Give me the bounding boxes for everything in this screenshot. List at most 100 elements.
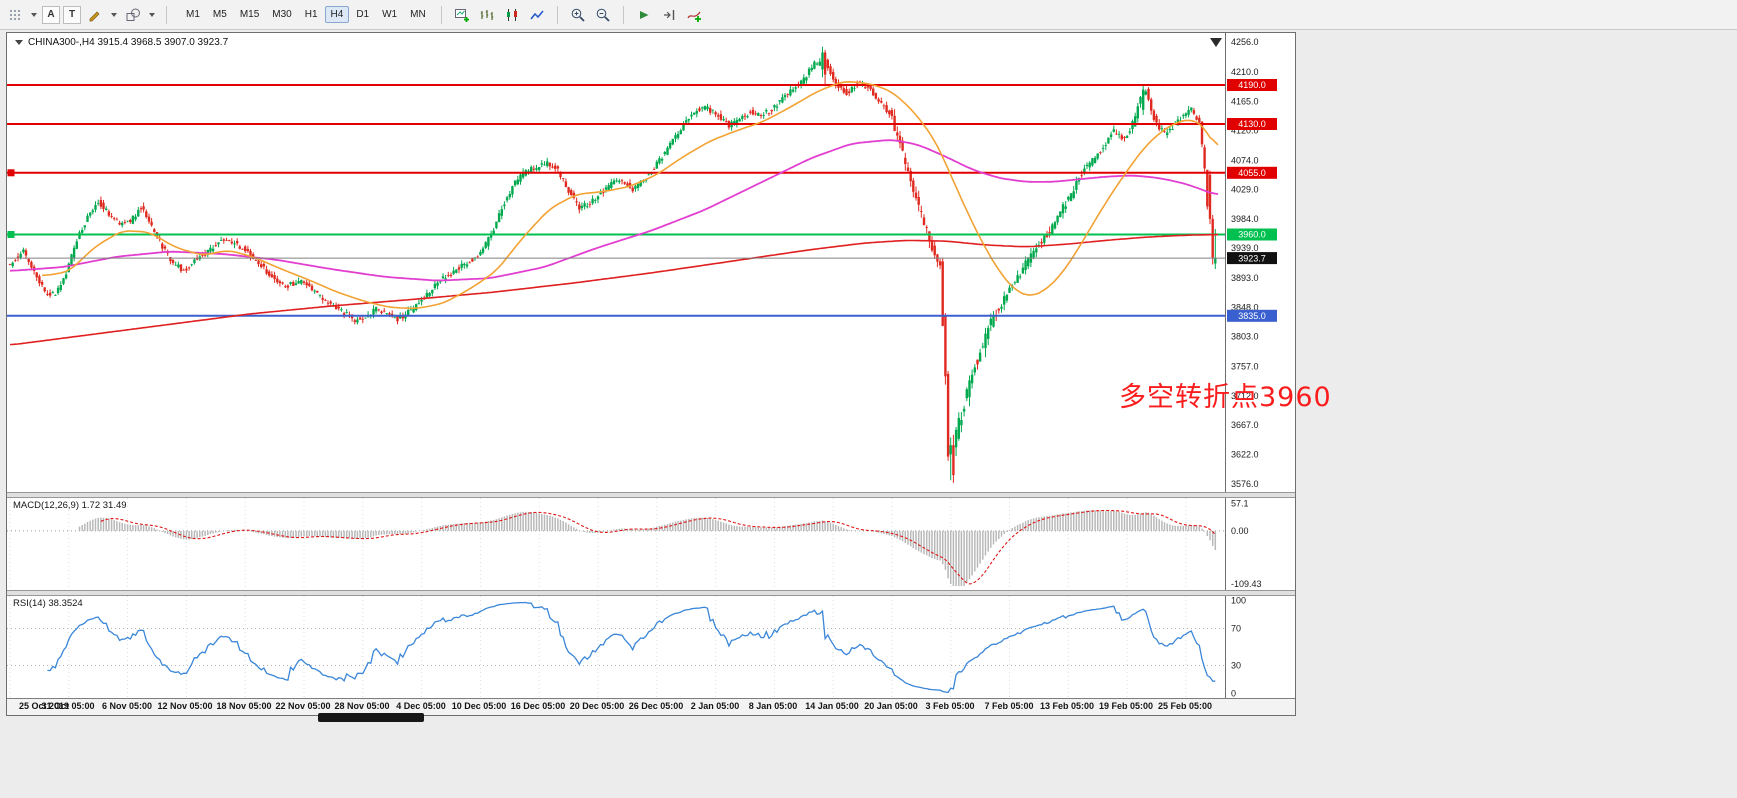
timeframe-m15-button[interactable]: M15	[239, 9, 260, 20]
workspace-background: CHINA300-,H4 3915.4 3968.5 3907.0 3923.7…	[0, 31, 1737, 798]
timeframe-group: M1 M5 M15 M30 H1 H4 D1 W1 MN	[180, 6, 432, 23]
draw-tools-icon[interactable]	[84, 4, 106, 26]
toolbar-grip-icon[interactable]	[4, 4, 26, 26]
svg-text:4190.0: 4190.0	[1238, 80, 1266, 90]
timeframe-h4-button[interactable]: H4	[324, 6, 350, 23]
price-axis-label: 3848.0	[1231, 302, 1259, 312]
time-axis-label: 20 Dec 05:00	[569, 701, 625, 711]
time-axis-label: 19 Feb 05:00	[1098, 701, 1154, 711]
macd-pane[interactable]: 57.1 0.00 -109.43	[7, 498, 1295, 590]
auto-scroll-icon[interactable]	[633, 4, 655, 26]
time-axis-label: 8 Jan 05:00	[748, 701, 798, 711]
time-axis-label: 26 Dec 05:00	[628, 701, 684, 711]
price-axis-label: 4210.0	[1231, 67, 1259, 77]
cursor-tool-button[interactable]: A	[42, 5, 60, 24]
macd-histogram	[78, 510, 1217, 587]
rsi-label: RSI(14) 38.3524	[13, 598, 83, 609]
chevron-down-icon[interactable]	[149, 12, 155, 17]
rsi-axis-label: 0	[1231, 688, 1236, 698]
macd-axis-label: 57.1	[1231, 498, 1249, 508]
toolbar-separator	[166, 5, 167, 24]
svg-text:4130.0: 4130.0	[1238, 119, 1266, 129]
svg-text:3923.7: 3923.7	[1238, 253, 1266, 263]
price-axis-label: 3622.0	[1231, 449, 1259, 459]
price-badge: 3835.0	[1227, 309, 1277, 322]
svg-text:4055.0: 4055.0	[1238, 168, 1266, 178]
time-axis-label: 28 Nov 05:00	[334, 701, 390, 711]
line-chart-icon[interactable]	[526, 4, 548, 26]
price-axis-label: 3712.0	[1231, 391, 1259, 401]
bar-chart-icon[interactable]	[476, 4, 498, 26]
chevron-down-icon[interactable]	[31, 12, 37, 17]
time-axis-label: 14 Jan 05:00	[805, 701, 859, 711]
time-axis-label: 22 Nov 05:00	[275, 701, 331, 711]
price-axis-label: 3939.0	[1231, 243, 1259, 253]
chart-shift-icon[interactable]	[658, 4, 680, 26]
chevron-down-icon[interactable]	[111, 12, 117, 17]
time-axis-label: 2 Jan 05:00	[690, 701, 740, 711]
price-badge: 4055.0	[1227, 166, 1277, 179]
indicators-icon[interactable]	[683, 4, 705, 26]
time-axis-label: 10 Dec 05:00	[451, 701, 507, 711]
price-axis-label: 3576.0	[1231, 479, 1259, 489]
rsi-axis-label: 30	[1231, 661, 1241, 671]
macd-label: MACD(12,26,9) 1.72 31.49	[13, 500, 127, 511]
rsi-pane[interactable]: 100 70 30 0	[7, 596, 1295, 698]
price-axis-label: 4165.0	[1231, 96, 1259, 106]
zoom-out-icon[interactable]	[592, 4, 614, 26]
price-axis-label: 4074.0	[1231, 155, 1259, 165]
text-tool-button[interactable]: T	[63, 5, 81, 24]
chart-title-text: CHINA300-,H4 3915.4 3968.5 3907.0 3923.7	[28, 37, 229, 48]
pane-separator[interactable]	[7, 492, 1295, 498]
price-axis-label: 4029.0	[1231, 185, 1259, 195]
price-axis-label: 4120.0	[1231, 126, 1259, 136]
timeframe-m1-button[interactable]: M1	[186, 9, 200, 20]
time-axis-label: 18 Nov 05:00	[216, 701, 272, 711]
time-axis-label: 4 Dec 05:00	[396, 701, 446, 711]
timeframe-m5-button[interactable]: M5	[212, 9, 227, 20]
time-axis-label: 20 Jan 05:00	[864, 701, 918, 711]
shapes-tool-icon[interactable]	[122, 4, 144, 26]
candle-chart-icon[interactable]	[501, 4, 523, 26]
pane-separator[interactable]	[7, 590, 1295, 596]
time-axis-label: 13 Feb 05:00	[1039, 701, 1095, 711]
timeframe-d1-button[interactable]: D1	[356, 9, 370, 20]
price-badge: 4130.0	[1227, 118, 1277, 130]
minimized-window-bar[interactable]	[318, 713, 424, 722]
price-axis-label: 3803.0	[1231, 332, 1259, 342]
chart-window[interactable]: CHINA300-,H4 3915.4 3968.5 3907.0 3923.7…	[6, 32, 1331, 716]
main-chart-pane[interactable]: 4256.0 4210.0 4165.0 4120.0 4074.0 4029.0 3984…	[7, 33, 1295, 492]
chart-end-marker-icon	[1210, 38, 1222, 47]
toolbar-separator	[622, 5, 624, 24]
rsi-axis-label: 70	[1231, 624, 1241, 634]
price-badge: 3960.0	[1227, 228, 1277, 241]
timeframe-m30-button[interactable]: M30	[272, 9, 292, 20]
symbol-dropdown-icon[interactable]	[15, 40, 23, 45]
time-axis-label: 31 Oct 05:00	[41, 701, 95, 711]
slow-ma	[9, 233, 1219, 346]
time-axis-label: 16 Dec 05:00	[510, 701, 566, 711]
svg-text:3960.0: 3960.0	[1238, 230, 1266, 240]
toolbar-right-tools	[451, 4, 705, 26]
macd-axis-label: -109.43	[1231, 579, 1262, 589]
time-axis-label: 25 Feb 05:00	[1157, 701, 1213, 711]
zoom-in-icon[interactable]	[567, 4, 589, 26]
toolbar-separator	[440, 5, 442, 24]
timeframe-h1-button[interactable]: H1	[304, 9, 318, 20]
timeframe-mn-button[interactable]: MN	[410, 9, 426, 20]
chart-annotation-text[interactable]: 多空转折点3960	[1119, 382, 1332, 413]
price-axis-label: 3757.0	[1231, 362, 1259, 372]
time-axis-label: 3 Feb 05:00	[925, 701, 975, 711]
new-chart-icon[interactable]	[451, 4, 473, 26]
price-axis-label: 3893.0	[1231, 273, 1259, 283]
rsi-axis-label: 100	[1231, 596, 1246, 606]
time-axis-label: 6 Nov 05:00	[101, 701, 153, 711]
timeframe-w1-button[interactable]: W1	[382, 9, 398, 20]
time-axis-label: 7 Feb 05:00	[984, 701, 1034, 711]
hline-anchor-marker[interactable]	[7, 169, 15, 177]
price-axis-label: 3984.0	[1231, 214, 1259, 224]
hline-anchor-marker[interactable]	[7, 231, 15, 238]
svg-text:3835.0: 3835.0	[1238, 311, 1266, 321]
time-axis[interactable]: 25 Oct 2019 31 Oct 05:00 6 Nov 05:00 12 Nov…	[7, 698, 1295, 715]
